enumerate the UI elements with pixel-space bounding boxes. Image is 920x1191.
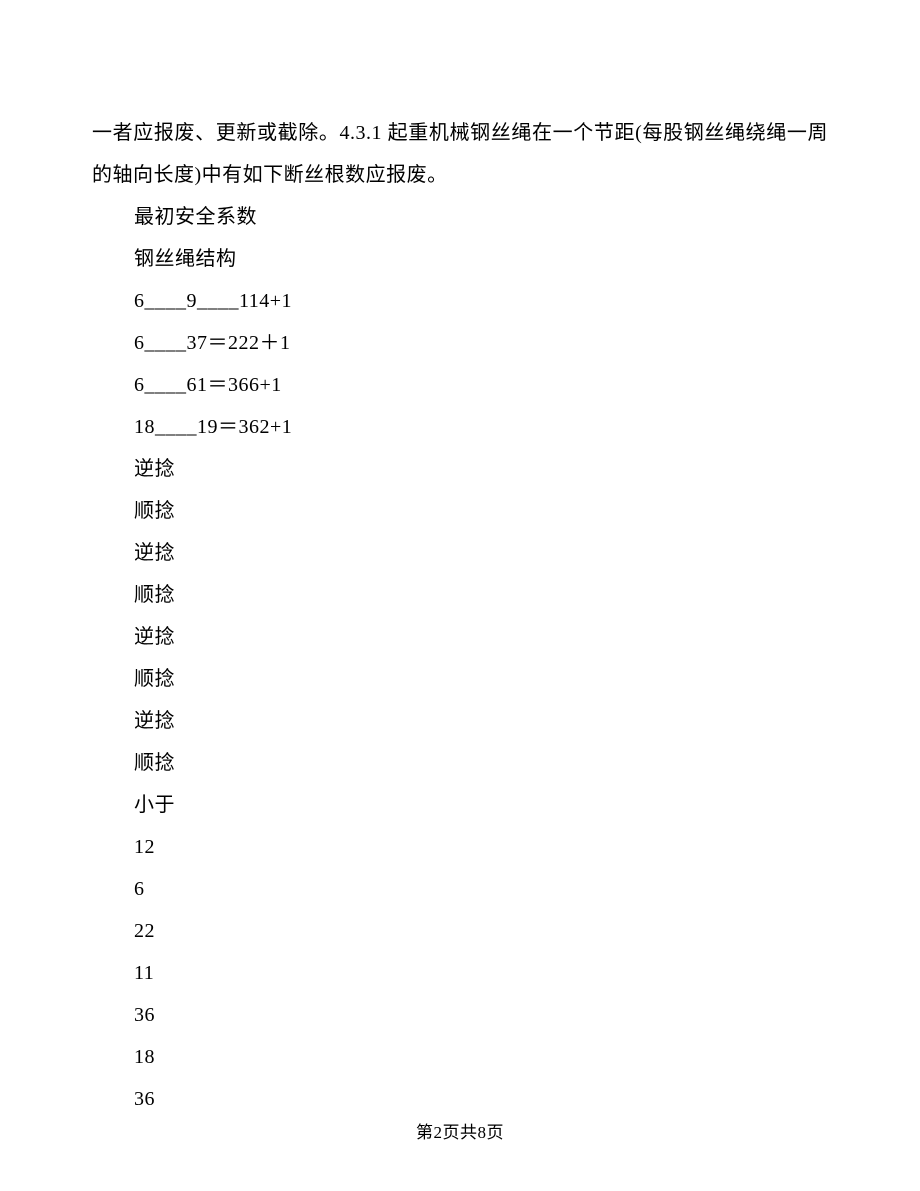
list-line: 逆捻 xyxy=(92,700,828,742)
list-line: 小于 xyxy=(92,784,828,826)
list-line: 6____9____114+1 xyxy=(92,280,828,322)
page-content: 一者应报废、更新或截除。4.3.1 起重机械钢丝绳在一个节距(每股钢丝绳绕绳一周… xyxy=(0,0,920,1120)
list-line: 36 xyxy=(92,1078,828,1120)
list-line: 11 xyxy=(92,952,828,994)
list-line: 6____61＝366+1 xyxy=(92,364,828,406)
list-line: 36 xyxy=(92,994,828,1036)
list-line: 18____19＝362+1 xyxy=(92,406,828,448)
list-line: 12 xyxy=(92,826,828,868)
list-line: 最初安全系数 xyxy=(92,196,828,238)
list-line: 22 xyxy=(92,910,828,952)
list-line: 逆捻 xyxy=(92,448,828,490)
list-line: 钢丝绳结构 xyxy=(92,238,828,280)
page-footer: 第2页共8页 xyxy=(0,1118,920,1143)
list-line: 顺捻 xyxy=(92,574,828,616)
intro-paragraph: 一者应报废、更新或截除。4.3.1 起重机械钢丝绳在一个节距(每股钢丝绳绕绳一周… xyxy=(92,112,828,196)
list-line: 顺捻 xyxy=(92,742,828,784)
list-line: 逆捻 xyxy=(92,616,828,658)
list-line: 6 xyxy=(92,868,828,910)
list-line: 6____37＝222＋1 xyxy=(92,322,828,364)
list-line: 顺捻 xyxy=(92,658,828,700)
list-line: 18 xyxy=(92,1036,828,1078)
list-line: 逆捻 xyxy=(92,532,828,574)
list-line: 顺捻 xyxy=(92,490,828,532)
